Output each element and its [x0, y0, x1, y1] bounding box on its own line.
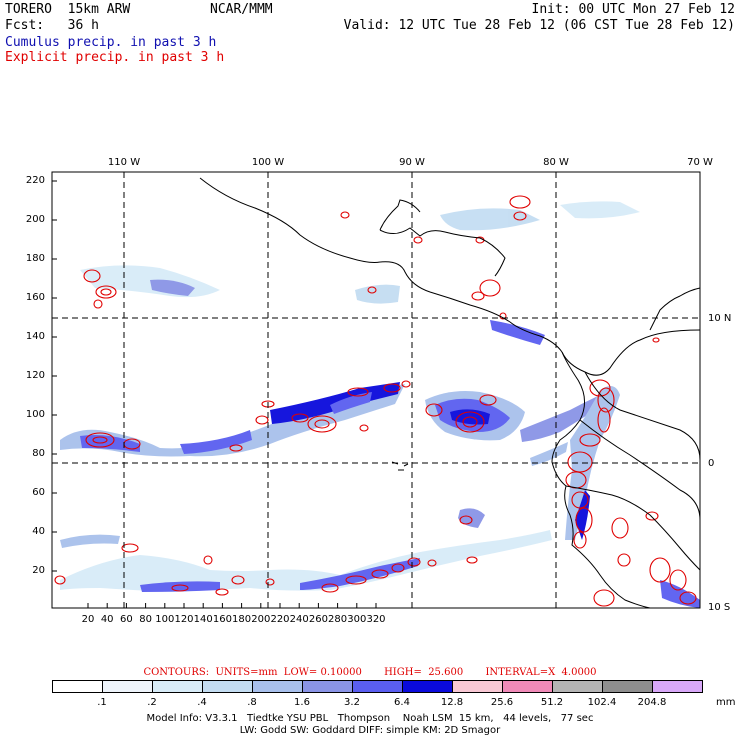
- x-tick-label: 60: [120, 614, 133, 625]
- lat-lon-grid: [52, 172, 700, 608]
- legend-label: .8: [247, 697, 257, 708]
- legend-swatch: [152, 680, 203, 693]
- legend-swatch: [602, 680, 653, 693]
- legend-unit: mm: [716, 697, 736, 708]
- y-tick-label: 160: [25, 292, 45, 303]
- x-tick-label: 200: [251, 614, 271, 625]
- y-tick-label: 120: [25, 370, 45, 381]
- y-tick-label: 40: [32, 526, 45, 537]
- lon-label: 70 W: [687, 157, 713, 168]
- y-tick-label: 200: [25, 214, 45, 225]
- org-label: NCAR/MMM: [210, 2, 273, 17]
- legend-label: .4: [197, 697, 207, 708]
- y-tick-label: 20: [32, 565, 45, 576]
- lat-label: 0: [708, 458, 715, 469]
- field-explicit-label: Explicit precip. in past 3 h: [5, 50, 225, 65]
- legend-swatch: [202, 680, 253, 693]
- y-tick-label: 60: [32, 487, 45, 498]
- legend-swatch: [52, 680, 103, 693]
- x-tick-label: 80: [139, 614, 152, 625]
- legend-label: .1: [97, 697, 107, 708]
- coastlines: [199, 177, 701, 609]
- forecast-hour: Fcst: 36 h: [5, 18, 99, 33]
- x-tick-label: 20: [81, 614, 95, 625]
- legend-label: 204.8: [637, 697, 667, 708]
- lat-label: 10 S: [708, 602, 731, 613]
- y-tick-label: 220: [25, 175, 45, 186]
- x-tick-label: 240: [289, 614, 309, 625]
- y-tick-label: 140: [25, 331, 45, 342]
- legend-swatch: [552, 680, 603, 693]
- model-info-line2: LW: Godd SW: Goddard DIFF: simple KM: 2D…: [239, 725, 501, 736]
- x-tick-label: 320: [366, 614, 386, 625]
- y-tick-label: 180: [25, 253, 45, 264]
- legend-label: 102.4: [587, 697, 617, 708]
- legend-swatch: [352, 680, 403, 693]
- x-tick-label: 280: [328, 614, 348, 625]
- legend-label: 6.4: [394, 697, 410, 708]
- legend-label: 51.2: [540, 697, 564, 708]
- explicit-precip-contours: [54, 195, 697, 607]
- x-tick-label: 180: [232, 614, 252, 625]
- x-tick-label: 140: [193, 614, 213, 625]
- y-tick-label: 100: [25, 409, 45, 420]
- legend-swatch: [302, 680, 353, 693]
- lon-label: 80 W: [543, 157, 569, 168]
- valid-time: Valid: 12 UTC Tue 28 Feb 12 (06 CST Tue …: [343, 18, 735, 33]
- x-tick-label: 260: [308, 614, 328, 625]
- x-tick-label: 100: [155, 614, 175, 625]
- init-time: Init: 00 UTC Mon 27 Feb 12: [531, 2, 736, 17]
- model-title: TORERO 15km ARW: [5, 2, 131, 17]
- lat-label: 10 N: [708, 313, 732, 324]
- cumulus-precip-shading: [60, 201, 700, 608]
- legend-label: .2: [147, 697, 157, 708]
- model-info-line1: Model Info: V3.3.1 Tiedtke YSU PBL Thomp…: [146, 713, 594, 724]
- legend-swatch: [502, 680, 553, 693]
- y-tick-label: 80: [32, 448, 45, 459]
- legend-swatch: [402, 680, 453, 693]
- legend-swatch: [652, 680, 703, 693]
- x-tick-label: 120: [174, 614, 194, 625]
- x-tick-label: 220: [270, 614, 290, 625]
- contour-info: CONTOURS: UNITS=mm LOW= 0.10000 HIGH= 25…: [143, 667, 597, 678]
- legend-swatch: [252, 680, 303, 693]
- lon-label: 110 W: [107, 157, 141, 168]
- legend-swatch: [102, 680, 153, 693]
- legend-label: 1.6: [294, 697, 310, 708]
- x-tick-label: 40: [100, 614, 114, 625]
- legend-label: 25.6: [490, 697, 514, 708]
- lon-label: 90 W: [399, 157, 425, 168]
- legend-swatch: [452, 680, 503, 693]
- field-cumulus-label: Cumulus precip. in past 3 h: [5, 35, 217, 50]
- x-tick-label: 300: [347, 614, 367, 625]
- lon-label: 100 W: [251, 157, 285, 168]
- x-tick-label: 160: [212, 614, 232, 625]
- legend-label: 3.2: [344, 697, 360, 708]
- legend-label: 12.8: [440, 697, 464, 708]
